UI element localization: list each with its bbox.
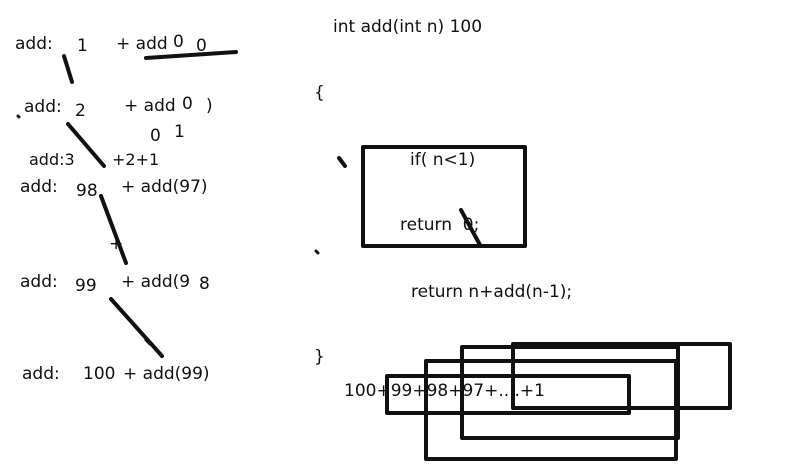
trace-row-4-tail-value: 8 [199,274,210,294]
trace-row-1-value: 1 [77,36,88,56]
sum-box-1 [511,342,732,410]
trace-row-1-tail-value: 0 [173,32,184,52]
sum-box-3 [424,359,678,461]
connector-4 [109,297,164,358]
code-if-line: if( n<1) [410,150,476,170]
trace-row-4-label: add: [20,272,58,292]
note-zero: 0 [150,126,161,146]
trace-row-2-value: 2 [75,101,86,121]
connector-1 [62,54,74,84]
trace-row-2-tail-value: 0 [182,94,193,114]
trace-row-4-tail: + add(9 [121,272,191,292]
trace-row-3-label: add: [20,177,58,197]
tick-mark [337,156,347,168]
code-close-brace: } [314,347,325,367]
trace-row-2-label: add: [24,97,62,117]
sum-expression: 100+99+98+97+....+1 [344,381,545,401]
trace-row-3-value: 98 [76,181,98,201]
dot-mark [314,249,320,255]
trace-row-5-label: add: [22,364,60,384]
trace-row-1-extra: 0 [196,36,207,56]
note-plus-chain: +2+1 [112,150,160,169]
trace-row-1-label: add: [15,34,53,54]
trace-row-5-value: 100 [83,364,116,384]
dot-mark-left [16,114,21,119]
code-signature: int add(int n) 100 [333,17,483,37]
trace-row-1-tail: + add [116,34,168,54]
note-plus-mark: + [109,234,124,254]
code-return-recursive: return n+add(n-1); [411,282,573,302]
note-add3: add:3 [29,150,75,169]
code-open-brace: { [314,83,325,103]
trace-row-4-value: 99 [75,276,97,296]
trace-row-2-tail: + add [124,96,176,116]
trace-row-5-tail: + add(99) [123,364,210,384]
code-return-zero: return 0; [400,215,480,235]
note-one: 1 [174,122,185,142]
trace-row-2-extra: ) [206,96,213,116]
stroke-dot [144,338,152,346]
trace-row-3-tail: + add(97) [121,177,208,197]
